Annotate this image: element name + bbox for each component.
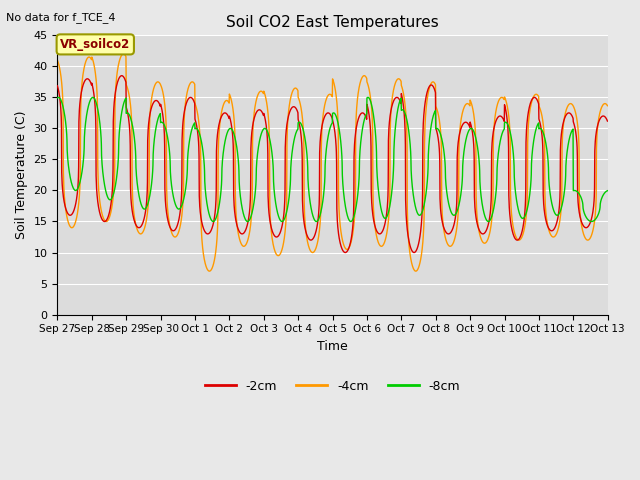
Text: VR_soilco2: VR_soilco2	[60, 38, 131, 51]
Y-axis label: Soil Temperature (C): Soil Temperature (C)	[15, 111, 28, 239]
Text: No data for f_TCE_4: No data for f_TCE_4	[6, 12, 116, 23]
X-axis label: Time: Time	[317, 340, 348, 353]
Title: Soil CO2 East Temperatures: Soil CO2 East Temperatures	[226, 15, 439, 30]
Legend: -2cm, -4cm, -8cm: -2cm, -4cm, -8cm	[200, 375, 465, 398]
